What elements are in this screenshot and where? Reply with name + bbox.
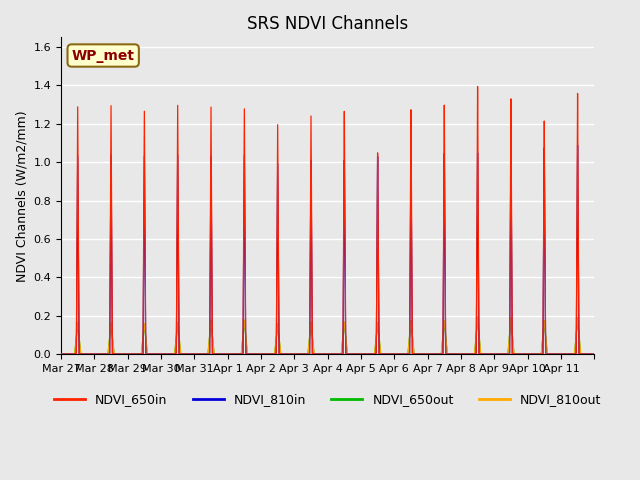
Legend: NDVI_650in, NDVI_810in, NDVI_650out, NDVI_810out: NDVI_650in, NDVI_810in, NDVI_650out, NDV… <box>49 388 606 411</box>
Y-axis label: NDVI Channels (W/m2/mm): NDVI Channels (W/m2/mm) <box>15 110 28 282</box>
Text: WP_met: WP_met <box>72 48 134 62</box>
Title: SRS NDVI Channels: SRS NDVI Channels <box>247 15 408 33</box>
